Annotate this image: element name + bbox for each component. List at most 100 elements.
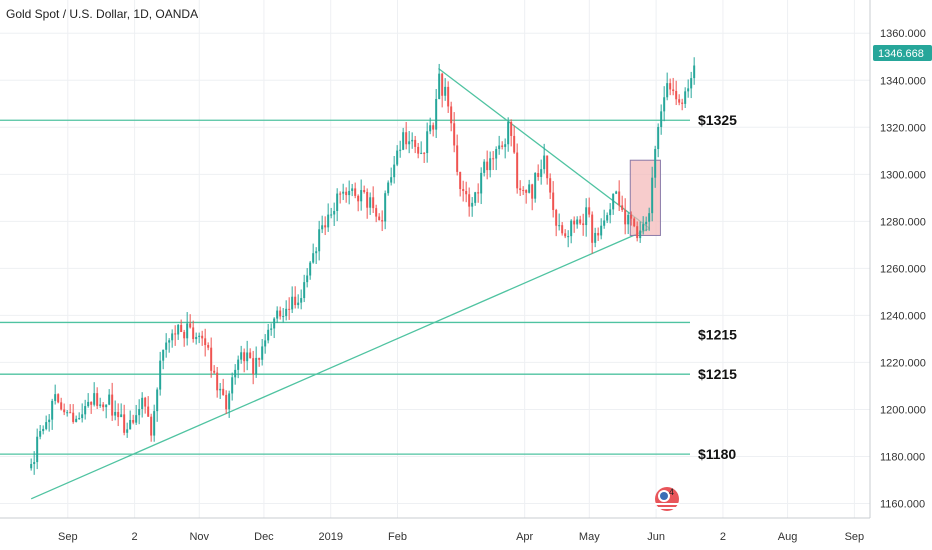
price-tick-label: 1260.000 — [880, 263, 926, 275]
time-tick-label: Sep — [845, 531, 865, 543]
candle-body — [492, 158, 495, 160]
candle-body — [579, 219, 582, 224]
time-tick-label: Apr — [516, 531, 533, 543]
candle-body — [108, 394, 111, 405]
candle-body — [651, 177, 654, 214]
candle-body — [138, 409, 141, 416]
candle-body — [459, 171, 462, 190]
candle-body — [693, 65, 696, 79]
candle-body — [267, 329, 270, 341]
candle-body — [606, 215, 609, 221]
time-tick-label: 2 — [132, 531, 138, 543]
candle-body — [159, 360, 162, 390]
candle-body — [42, 428, 45, 432]
candle-body — [501, 145, 504, 147]
candle-body — [471, 202, 474, 207]
candle-body — [525, 190, 528, 193]
candle-body — [372, 197, 375, 209]
candle-body — [465, 191, 468, 195]
candle-body — [621, 205, 624, 210]
candle-body — [678, 99, 681, 103]
candle-body — [552, 192, 555, 210]
candle-body — [294, 296, 297, 306]
candle-body — [489, 158, 492, 171]
candle-body — [480, 172, 483, 194]
candle-body — [453, 123, 456, 146]
candle-body — [507, 122, 510, 145]
candle-body — [303, 282, 306, 299]
candle-body — [573, 220, 576, 225]
horizontal-levels[interactable] — [0, 119, 690, 455]
candle-body — [654, 149, 657, 178]
price-axis[interactable]: 1360.000 1340.000 1320.000 1300.000 1280.000… — [869, 0, 926, 518]
candle-body — [660, 111, 663, 127]
candle-body — [522, 190, 525, 192]
candle-body — [624, 209, 627, 225]
candle-body — [234, 369, 237, 378]
candle-body — [297, 302, 300, 306]
candle-body — [633, 218, 636, 227]
candle-body — [438, 73, 441, 100]
candle-body — [417, 146, 420, 154]
candle-body — [534, 173, 537, 199]
candle-body — [69, 412, 72, 414]
candle-body — [30, 464, 33, 469]
candle-body — [39, 431, 42, 437]
candle-body — [207, 345, 210, 348]
candle-body — [384, 193, 387, 222]
candle-body — [63, 409, 66, 413]
candle-body — [432, 125, 435, 130]
candle-body — [57, 394, 60, 403]
candle-body — [666, 83, 669, 98]
candle-body — [126, 429, 129, 433]
candle-body — [612, 193, 615, 210]
time-tick-label: Dec — [254, 531, 274, 543]
candle-body — [102, 404, 105, 408]
candle-body — [672, 89, 675, 92]
level-label: $1215 — [698, 326, 737, 342]
candle-body — [285, 308, 288, 317]
last-price-label: 1346.668 — [878, 48, 924, 60]
logo-icon: 4 — [655, 487, 679, 511]
candle-body — [156, 389, 159, 412]
level-label: $1325 — [698, 112, 737, 128]
candle-body — [132, 419, 135, 423]
candle-body — [468, 194, 471, 207]
time-axis[interactable]: Sep 2 Nov Dec 2019 Feb Apr May Jun 2 Aug Sep — [0, 517, 870, 543]
candle-body — [354, 188, 357, 196]
price-tick-label: 1280.000 — [880, 216, 926, 228]
candle-body — [585, 207, 588, 226]
candle-body — [387, 182, 390, 194]
candle-body — [54, 394, 57, 401]
candle-body — [183, 332, 186, 339]
candle-body — [345, 191, 348, 196]
time-tick-label: Sep — [58, 531, 78, 543]
candle-body — [570, 220, 573, 237]
candle-body — [648, 213, 651, 222]
candle-body — [147, 406, 150, 417]
candle-body — [33, 462, 36, 465]
candle-body — [264, 340, 267, 347]
candle-body — [588, 207, 591, 215]
candle-body — [84, 406, 87, 415]
candle-body — [498, 145, 501, 150]
candle-body — [486, 161, 489, 171]
price-tick-label: 1360.000 — [880, 28, 926, 40]
candle-body — [456, 145, 459, 172]
candle-body — [204, 338, 207, 346]
time-tick-label: May — [579, 531, 600, 543]
candle-body — [474, 192, 477, 203]
candle-body — [393, 164, 396, 178]
trendline[interactable] — [30, 227, 650, 500]
candle-body — [555, 209, 558, 226]
candle-body — [201, 335, 204, 339]
candle-body — [531, 184, 534, 199]
candle-body — [60, 402, 63, 410]
candle-body — [366, 191, 369, 208]
candle-body — [48, 419, 51, 423]
grid — [0, 0, 870, 518]
candle-body — [663, 97, 666, 112]
chart-title: Gold Spot / U.S. Dollar, 1D, OANDA — [6, 7, 198, 21]
candle-body — [270, 328, 273, 330]
